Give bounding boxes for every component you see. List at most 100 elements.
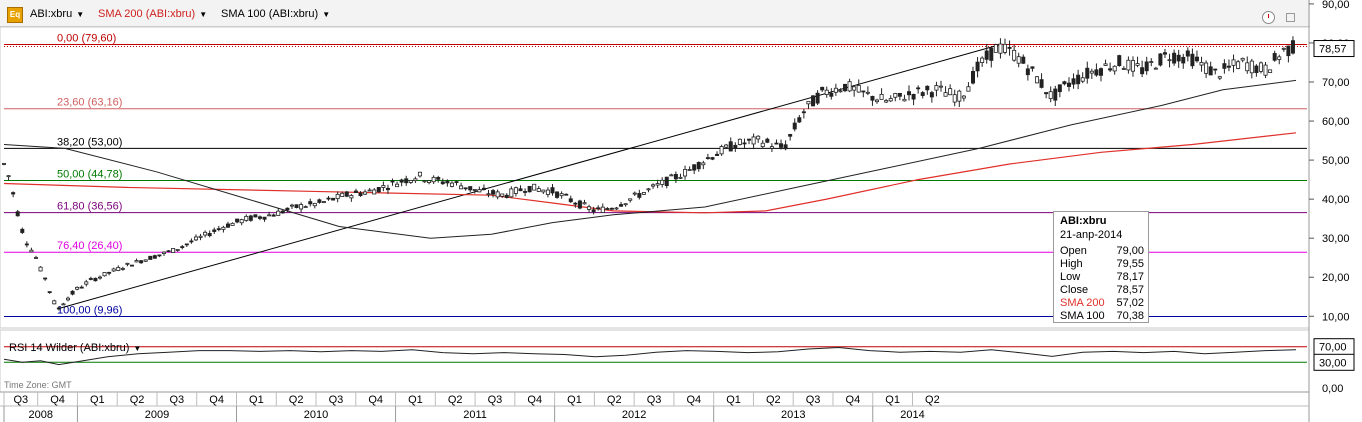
price-candle <box>559 191 564 199</box>
price-candle <box>468 186 473 192</box>
price-candle <box>897 92 902 101</box>
candle-body <box>198 235 203 238</box>
candle-body <box>1213 68 1218 71</box>
price-candle <box>276 208 281 216</box>
price-candle <box>1076 69 1081 90</box>
price-candle <box>756 135 761 143</box>
candle-body <box>257 216 262 219</box>
candle-body <box>619 204 624 207</box>
fib-level-label: 76,40 (26,40) <box>57 240 122 252</box>
infobox-row: High 79,55 <box>1060 258 1144 271</box>
price-candle <box>573 201 578 208</box>
infobox-value: 78,57 <box>1116 284 1144 296</box>
price-candle <box>673 171 678 184</box>
price-candle <box>381 181 386 192</box>
price-candle <box>262 216 267 222</box>
price-candle <box>161 251 166 256</box>
candle-body <box>1194 56 1199 62</box>
sma200-indicator-selector[interactable]: SMA 200 (ABI:xbru) ▼ <box>98 8 207 20</box>
price-candle <box>550 184 555 196</box>
candle-body <box>632 192 637 195</box>
candle-body <box>541 189 546 193</box>
candle-body <box>715 153 720 156</box>
price-candle <box>280 209 285 214</box>
price-candle <box>207 230 212 238</box>
candle-body <box>591 209 596 213</box>
candle-body <box>75 286 80 290</box>
candle-body <box>175 249 180 251</box>
price-candle <box>372 188 377 195</box>
sma100-indicator-selector[interactable]: SMA 100 (ABI:xbru) ▼ <box>221 8 330 20</box>
price-candle <box>687 166 692 171</box>
clock-icon[interactable] <box>1262 11 1275 24</box>
candle-body <box>468 186 473 191</box>
candle-body <box>710 157 715 160</box>
price-candle <box>1158 53 1163 67</box>
candle-body <box>88 278 93 280</box>
price-candle <box>1007 40 1012 56</box>
restore-window-icon[interactable] <box>1286 13 1295 22</box>
symbol-selector[interactable]: ABI:xbru ▼ <box>30 8 84 20</box>
price-candle <box>696 161 701 172</box>
candle-body <box>340 192 345 198</box>
price-candle <box>1190 48 1195 69</box>
candle-body <box>596 207 601 210</box>
candle-body <box>550 187 555 194</box>
price-candle <box>788 133 793 141</box>
quarter-label: Q1 <box>726 394 741 406</box>
rsi-indicator-selector[interactable]: RSI 14 Wilder (ABI:xbru) ▼ <box>9 342 141 354</box>
candle-body <box>952 94 957 103</box>
candle-body <box>911 93 916 100</box>
price-candle <box>934 81 939 97</box>
price-candle <box>367 187 372 192</box>
candle-body <box>1053 88 1058 101</box>
price-candle <box>1126 56 1131 74</box>
candle-body <box>1076 74 1081 85</box>
price-candle <box>1263 61 1268 78</box>
candle-body <box>244 215 249 221</box>
candle-body <box>884 100 889 103</box>
price-candle <box>1208 61 1213 76</box>
candle-body <box>651 184 656 187</box>
price-candle <box>701 160 706 170</box>
price-candle <box>980 56 985 67</box>
candle-body <box>139 260 144 264</box>
price-candle <box>609 207 614 210</box>
candle-body <box>792 122 797 130</box>
candle-body <box>870 95 875 101</box>
candle-body <box>1039 79 1044 88</box>
price-candle <box>655 179 660 189</box>
candle-body <box>760 142 765 148</box>
price-candle <box>760 140 765 149</box>
candle-body <box>1112 65 1117 72</box>
candle-body <box>1190 53 1195 67</box>
price-candle <box>157 254 162 258</box>
candle-body <box>1002 43 1007 53</box>
infobox-key: SMA 200 <box>1060 297 1105 309</box>
candle-body <box>15 211 20 217</box>
price-candle <box>486 190 491 198</box>
candle-body <box>929 92 934 98</box>
fib-level-label: 38,20 (53,00) <box>57 136 122 148</box>
candle-body <box>655 183 660 186</box>
candle-body <box>1254 65 1259 74</box>
candle-body <box>847 81 852 92</box>
price-candle <box>779 139 784 150</box>
price-candle <box>792 118 797 132</box>
price-candle <box>692 164 697 174</box>
candle-body <box>1007 46 1012 49</box>
price-candle <box>84 279 89 287</box>
price-axis-tick-label: 90,00 <box>1322 0 1350 11</box>
price-candle <box>143 259 148 262</box>
price-candle <box>582 199 587 205</box>
candle-body <box>445 180 450 184</box>
quarter-label: Q1 <box>885 394 900 406</box>
price-candle <box>24 241 29 248</box>
price-candle <box>838 88 843 93</box>
price-axis-tick-label: 60,00 <box>1322 116 1350 128</box>
last-price-box <box>1313 40 1355 58</box>
quarter-label: Q1 <box>90 394 105 406</box>
price-candle <box>829 88 834 100</box>
price-candle <box>1185 47 1190 62</box>
price-candle <box>1108 62 1113 73</box>
